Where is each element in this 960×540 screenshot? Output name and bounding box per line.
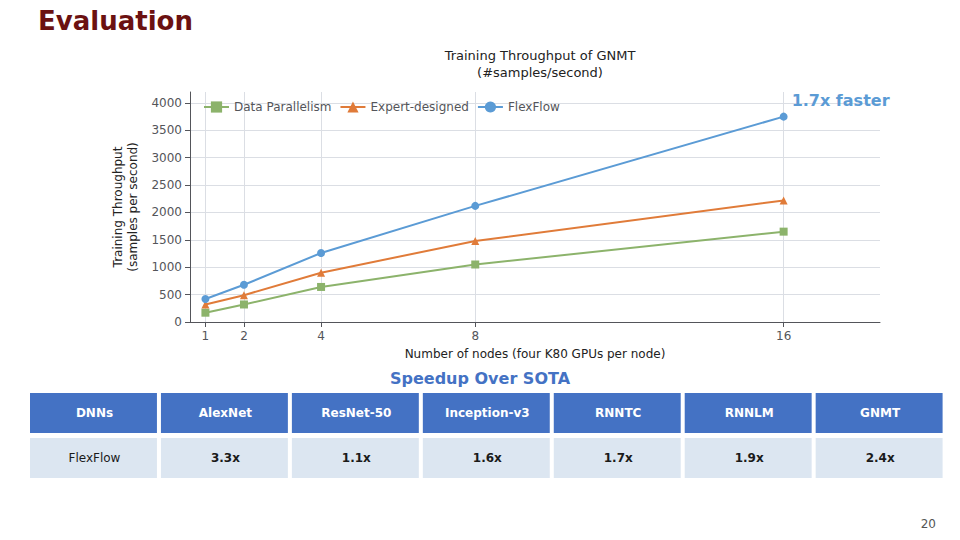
svg-text:(#samples/second): (#samples/second) <box>477 65 603 80</box>
svg-text:ResNet-50: ResNet-50 <box>321 406 391 420</box>
svg-text:16: 16 <box>776 329 791 343</box>
svg-text:1000: 1000 <box>151 260 182 274</box>
svg-text:2500: 2500 <box>151 178 182 192</box>
svg-text:1.1x: 1.1x <box>342 451 371 465</box>
svg-text:1.7x: 1.7x <box>604 451 633 465</box>
svg-text:0: 0 <box>174 315 182 329</box>
svg-text:RNNTC: RNNTC <box>595 406 642 420</box>
svg-text:1.9x: 1.9x <box>735 451 764 465</box>
svg-text:20: 20 <box>921 517 936 531</box>
svg-text:Number of nodes (four K80 GPUs: Number of nodes (four K80 GPUs per node) <box>405 347 666 361</box>
svg-text:3.3x: 3.3x <box>211 451 240 465</box>
svg-text:GNMT: GNMT <box>860 406 901 420</box>
svg-text:3500: 3500 <box>151 123 182 137</box>
svg-text:1.7x faster: 1.7x faster <box>792 91 890 110</box>
svg-text:Training Throughput: Training Throughput <box>111 146 125 268</box>
svg-text:1500: 1500 <box>151 233 182 247</box>
svg-text:8: 8 <box>471 329 479 343</box>
svg-text:DNNs: DNNs <box>76 406 113 420</box>
svg-text:3000: 3000 <box>151 151 182 165</box>
svg-text:FlexFlow: FlexFlow <box>508 100 560 114</box>
svg-text:1: 1 <box>202 329 210 343</box>
svg-text:2: 2 <box>240 329 248 343</box>
svg-text:4000: 4000 <box>151 96 182 110</box>
svg-text:FlexFlow: FlexFlow <box>69 451 121 465</box>
svg-text:2.4x: 2.4x <box>866 451 895 465</box>
svg-text:2000: 2000 <box>151 205 182 219</box>
svg-text:RNNLM: RNNLM <box>725 406 774 420</box>
svg-text:1.6x: 1.6x <box>473 451 502 465</box>
svg-text:(samples per second): (samples per second) <box>126 142 140 272</box>
svg-text:Speedup Over SOTA: Speedup Over SOTA <box>390 369 571 388</box>
svg-text:Expert-designed: Expert-designed <box>370 100 468 114</box>
svg-text:Inception-v3: Inception-v3 <box>445 406 530 420</box>
svg-text:Data Parallelism: Data Parallelism <box>234 100 331 114</box>
svg-text:500: 500 <box>159 288 182 302</box>
svg-text:AlexNet: AlexNet <box>199 406 252 420</box>
svg-text:4: 4 <box>317 329 325 343</box>
svg-text:Evaluation: Evaluation <box>38 6 193 36</box>
svg-text:Training Throughput of GNMT: Training Throughput of GNMT <box>444 48 636 63</box>
